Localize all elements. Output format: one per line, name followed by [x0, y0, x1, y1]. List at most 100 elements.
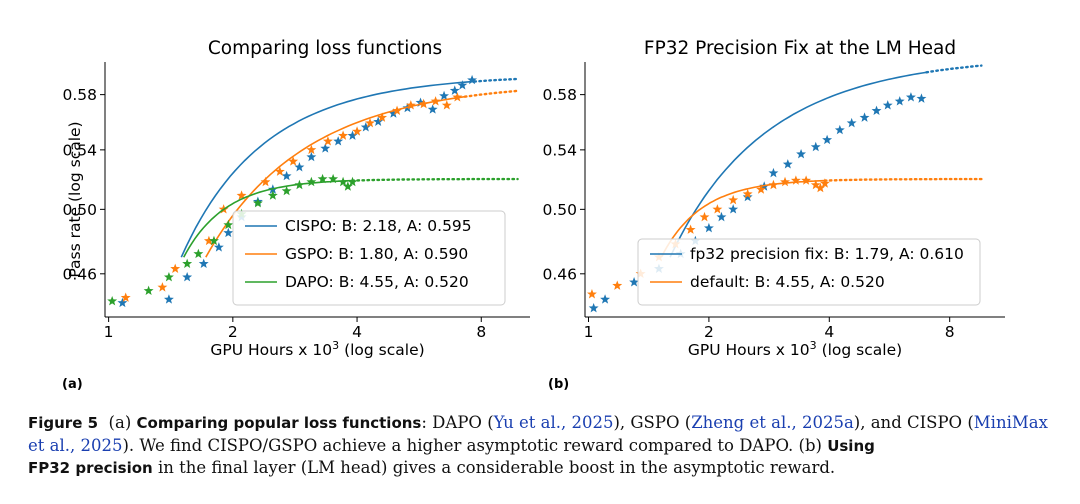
caption-b-heading-2: FP32 precision — [28, 459, 153, 477]
data-point-star — [223, 227, 234, 238]
series-0 — [588, 64, 983, 313]
data-point-star — [281, 185, 292, 196]
caption-text: in the final layer (LM head) gives a con… — [152, 458, 836, 477]
data-point-star — [846, 117, 857, 128]
data-point-star — [377, 112, 388, 122]
data-point-star — [143, 285, 154, 295]
data-point-star — [882, 100, 893, 110]
caption-part-a: (a) — [108, 413, 132, 432]
data-point-star — [107, 295, 118, 306]
legend-box — [637, 238, 981, 306]
y-tick-label: 0.46 — [542, 265, 577, 283]
chart-title: FP32 Precision Fix at the LM Head — [644, 38, 956, 59]
data-point-star — [342, 181, 353, 191]
data-point-star — [801, 175, 812, 185]
figure-caption: Figure 5 (a) Comparing popular loss func… — [28, 412, 1052, 480]
data-point-star — [274, 166, 285, 176]
x-tick-label: 4 — [824, 323, 834, 341]
data-point-star — [427, 104, 438, 114]
series-0 — [117, 74, 519, 308]
legend-entry: default: B: 4.55, A: 0.520 — [690, 273, 885, 291]
data-point-star — [328, 173, 339, 184]
data-point-star — [182, 271, 193, 282]
data-point-star — [338, 176, 349, 187]
y-tick-label: 0.58 — [542, 86, 577, 104]
data-point-star — [120, 292, 131, 302]
data-point-star — [815, 182, 826, 193]
data-point-star — [352, 126, 362, 136]
fit-line-extrapolated — [351, 177, 519, 182]
panel-b-chart: FP32 Precision Fix at the LM Head 0.46 0.5… — [542, 38, 1005, 359]
caption-text: ). We find CISPO/GSPO achieve a higher a… — [122, 435, 828, 455]
caption-a-heading: Comparing popular loss functions — [136, 414, 422, 432]
citation-link[interactable]: Yu et al., 2025 — [493, 413, 614, 432]
data-point-star — [392, 105, 402, 115]
data-point-star — [810, 141, 821, 152]
data-point-star — [449, 85, 460, 95]
x-axis-label: GPU Hours x 103 (log scale) — [688, 339, 902, 359]
data-point-star — [467, 74, 478, 85]
caption-text: ), and CISPO ( — [853, 413, 974, 432]
y-tick-label: 0.50 — [62, 201, 97, 219]
data-point-star — [790, 175, 801, 185]
data-point-star — [834, 124, 845, 135]
x-tick-label: 2 — [228, 323, 238, 341]
legend-entry: CISPO: B: 2.18, A: 0.595 — [285, 217, 472, 235]
data-point-star — [439, 90, 449, 101]
data-point-star — [588, 302, 599, 313]
data-point-star — [822, 134, 833, 145]
data-point-star — [317, 173, 328, 184]
data-point-star — [117, 297, 128, 308]
x-tick-label: 8 — [476, 323, 486, 341]
data-point-star — [260, 176, 271, 187]
data-point-star — [415, 97, 426, 107]
data-point-star — [163, 294, 174, 304]
data-point-star — [306, 144, 317, 155]
fit-line-extrapolated — [925, 64, 983, 74]
data-point-star — [163, 271, 174, 282]
data-point-star — [782, 159, 793, 169]
data-point-star — [768, 167, 779, 178]
data-point-star — [819, 178, 830, 188]
data-point-star — [728, 194, 739, 205]
data-point-star — [182, 258, 193, 268]
fit-line-extrapolated — [473, 77, 519, 83]
data-point-star — [629, 277, 640, 287]
data-point-star — [365, 117, 375, 128]
data-point-star — [333, 136, 344, 146]
data-point-star — [457, 80, 468, 90]
citation-link[interactable]: MiniMax et al., 2025 — [28, 413, 1048, 455]
data-point-star — [405, 100, 416, 110]
caption-figure-label: Figure 5 — [28, 414, 99, 432]
data-point-star — [430, 96, 441, 106]
data-point-star — [810, 179, 821, 190]
data-point-star — [905, 92, 916, 102]
legend-box — [232, 210, 506, 306]
y-tick-label: 0.54 — [542, 141, 577, 159]
caption-text: ), GSPO ( — [613, 413, 692, 432]
data-point-star — [768, 179, 779, 190]
citation-link[interactable]: Zheng et al., 2025a — [691, 413, 854, 432]
data-point-star — [871, 105, 882, 115]
figure-canvas: Comparing loss functions 0.46 0.50 0.54 0.58… — [62, 38, 1005, 392]
y-tick-label: 0.54 — [62, 141, 97, 159]
data-point-star — [281, 170, 292, 181]
panel-b-label: (b) — [548, 377, 569, 392]
data-point-star — [699, 211, 710, 222]
data-point-star — [320, 143, 331, 153]
data-point-star — [587, 289, 597, 299]
data-point-star — [600, 294, 611, 304]
fit-line — [669, 71, 927, 258]
data-point-star — [223, 219, 234, 230]
data-point-star — [360, 122, 371, 132]
data-point-star — [388, 108, 399, 118]
chart-title: Comparing loss functions — [208, 38, 442, 59]
data-point-star — [373, 116, 384, 126]
x-tick-label: 1 — [584, 323, 594, 341]
data-point-star — [347, 176, 358, 187]
data-point-star — [742, 191, 753, 202]
x-tick-label: 1 — [104, 323, 114, 341]
caption-b-heading-1: Using — [827, 436, 875, 455]
data-point-star — [859, 112, 870, 122]
data-point-star — [322, 136, 333, 146]
